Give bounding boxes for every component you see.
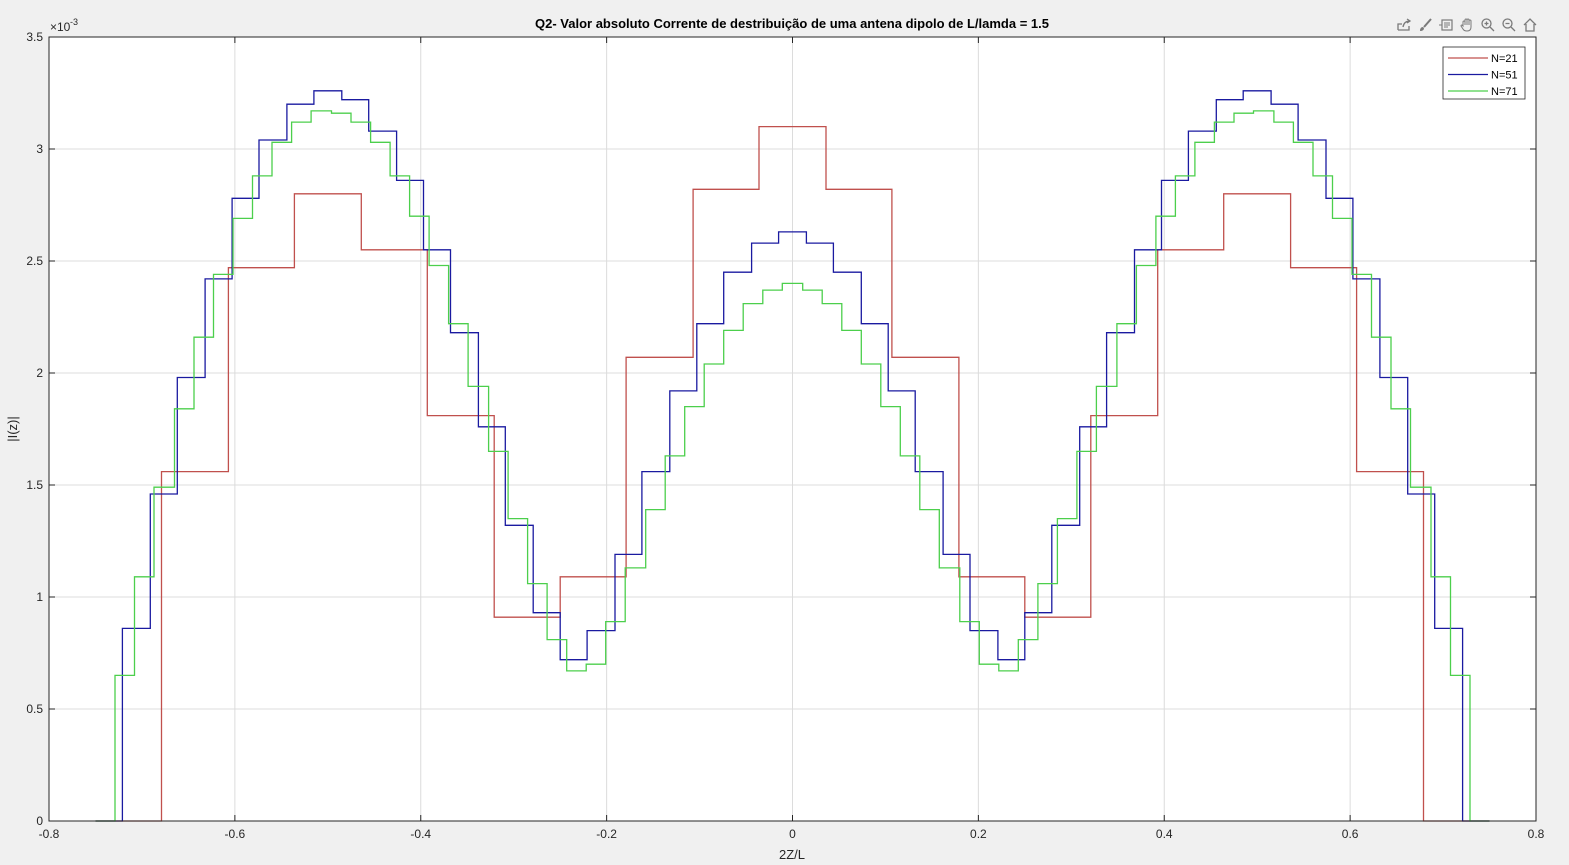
tick-labels: -0.8 -0.6 -0.4 -0.2 0 0.2 0.4 0.6 0.8 0 0.5 1 1.5 2 2.…: [26, 30, 1544, 841]
series-line-n-21: [95, 125, 1490, 822]
x-tick-label: 0.6: [1342, 827, 1359, 841]
y-axis-label: |I(z)|: [5, 416, 20, 442]
export-icon[interactable]: [1394, 14, 1414, 36]
legend-label-n-21: N=21: [1491, 53, 1518, 65]
datatip-icon[interactable]: [1436, 14, 1456, 36]
home-icon[interactable]: [1520, 14, 1540, 36]
y-tick-label: 1.5: [26, 478, 43, 492]
zoom-out-icon[interactable]: [1499, 14, 1519, 36]
tick-marks: [48, 36, 1537, 822]
x-tick-label: -0.2: [596, 827, 617, 841]
legend[interactable]: N=21 N=51 N=71: [1442, 46, 1526, 100]
x-tick-label: -0.8: [39, 827, 60, 841]
y-tick-label: 1: [36, 590, 43, 604]
y-tick-label: 0.5: [26, 702, 43, 716]
y-tick-label: 3: [36, 142, 43, 156]
y-tick-label: 3.5: [26, 30, 43, 44]
legend-label-n-51: N=51: [1491, 70, 1518, 82]
legend-box: [1442, 46, 1526, 100]
pan-icon[interactable]: [1457, 14, 1477, 36]
axes-toolbar: [1394, 14, 1540, 36]
x-tick-label: 0.2: [970, 827, 987, 841]
brush-icon[interactable]: [1415, 14, 1435, 36]
series-line-n-71: [95, 110, 1490, 822]
x-tick-label: 0.8: [1528, 827, 1545, 841]
y-exponent-power: -3: [70, 17, 78, 27]
legend-label-n-71: N=71: [1491, 86, 1518, 98]
y-exponent-base: ×10: [50, 20, 71, 34]
x-tick-label: -0.6: [225, 827, 246, 841]
y-tick-label: 2: [36, 366, 43, 380]
x-tick-label: 0.4: [1156, 827, 1173, 841]
series-layer: [95, 90, 1490, 822]
y-tick-label: 2.5: [26, 254, 43, 268]
chart-title: Q2- Valor absoluto Corrente de destribui…: [535, 16, 1049, 31]
x-tick-label: -0.4: [410, 827, 431, 841]
zoom-in-icon[interactable]: [1478, 14, 1498, 36]
y-tick-label: 0: [36, 814, 43, 828]
x-tick-label: 0: [789, 827, 796, 841]
x-axis-label: 2Z/L: [779, 847, 805, 862]
series-line-n-51: [95, 90, 1490, 822]
